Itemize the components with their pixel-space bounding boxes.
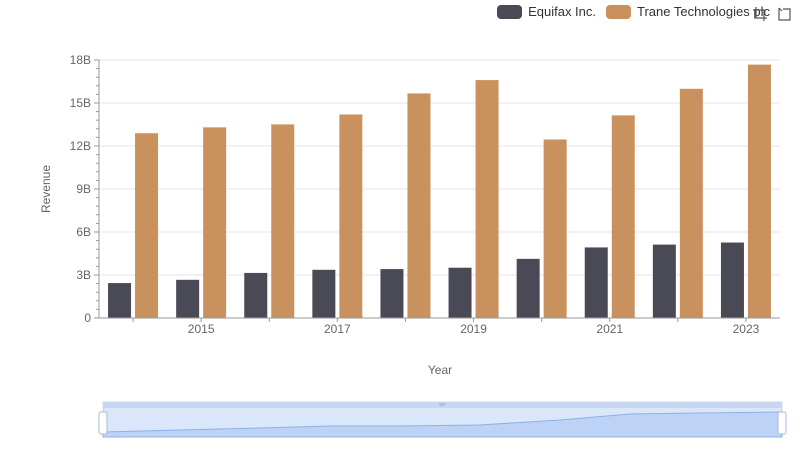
y-tick-label: 15B <box>70 96 91 110</box>
x-tick-label: 2015 <box>188 322 215 336</box>
legend-swatch-trane <box>606 4 632 19</box>
bar-trane-2017[interactable] <box>339 114 363 318</box>
legend: Equifax Inc. Trane Technologies plc <box>497 4 770 19</box>
x-tick-label: 2019 <box>460 322 487 336</box>
bar-equifax-2015[interactable] <box>176 279 200 318</box>
y-tick-label: 18B <box>70 53 91 67</box>
y-tick-label: 12B <box>70 139 91 153</box>
bar-trane-2015[interactable] <box>203 127 227 319</box>
bar-trane-2023[interactable] <box>747 64 771 318</box>
y-tick-label: 9B <box>76 182 91 196</box>
bar-trane-2021[interactable] <box>611 115 635 318</box>
bar-trane-2016[interactable] <box>271 124 295 318</box>
slider-handle-left[interactable] <box>98 411 108 435</box>
legend-item-trane[interactable]: Trane Technologies plc <box>606 4 770 19</box>
x-tick-label: 2017 <box>324 322 351 336</box>
y-axis-title: Revenue <box>39 165 53 213</box>
bar-trane-2020[interactable] <box>543 139 567 318</box>
legend-label-trane: Trane Technologies plc <box>637 4 770 19</box>
legend-swatch-equifax <box>497 4 523 19</box>
y-tick-label: 0 <box>84 311 91 325</box>
data-zoom-slider[interactable] <box>98 401 787 438</box>
x-axis-title: Year <box>428 363 452 377</box>
bar-equifax-2020[interactable] <box>516 258 540 318</box>
legend-label-equifax: Equifax Inc. <box>528 4 597 19</box>
slider-preview-line <box>102 411 783 438</box>
bar-trane-2022[interactable] <box>679 88 703 318</box>
bar-trane-2018[interactable] <box>407 93 431 318</box>
y-tick-label: 6B <box>76 225 91 239</box>
toolbox <box>752 6 792 22</box>
slider-selected-range[interactable] <box>103 408 782 437</box>
bar-trane-2019[interactable] <box>475 80 499 319</box>
zoom-icon[interactable] <box>752 6 768 22</box>
bar-equifax-2016[interactable] <box>244 272 268 318</box>
restore-icon[interactable] <box>776 6 792 22</box>
slider-handle-right[interactable] <box>777 411 787 435</box>
x-tick-label: 2023 <box>733 322 760 336</box>
bar-equifax-2021[interactable] <box>584 247 608 318</box>
bar-equifax-2023[interactable] <box>720 242 744 318</box>
bar-equifax-2022[interactable] <box>652 244 676 318</box>
axes: 0 3B 6B 9B 12B 15B 18B 2015 2017 2019 2021 2023 <box>70 53 780 336</box>
slider-grip-icon[interactable] <box>439 403 445 406</box>
bar-equifax-2018[interactable] <box>380 269 404 318</box>
bar-equifax-2017[interactable] <box>312 269 336 318</box>
y-tick-label: 3B <box>76 268 91 282</box>
x-tick-label: 2021 <box>596 322 623 336</box>
bar-equifax-2014[interactable] <box>108 283 132 318</box>
bar-trane-2014[interactable] <box>135 133 159 318</box>
legend-item-equifax[interactable]: Equifax Inc. <box>497 4 596 19</box>
bars <box>108 64 771 319</box>
grid-lines <box>99 59 780 276</box>
bar-equifax-2019[interactable] <box>448 267 472 318</box>
